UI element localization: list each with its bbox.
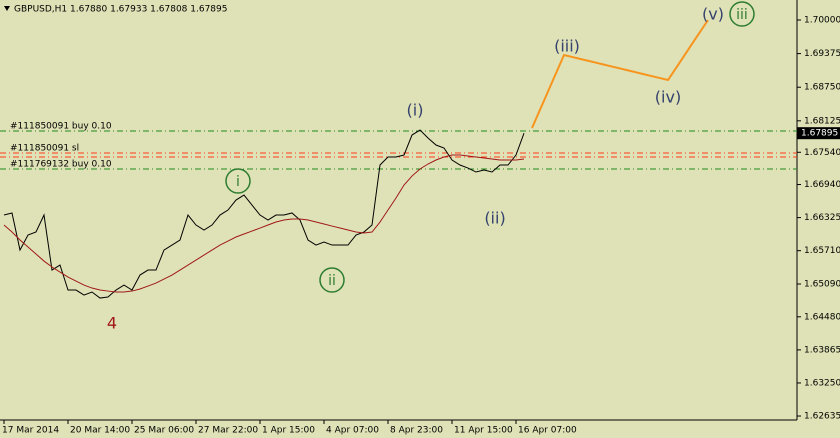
y-tick-label: 1.65090 (804, 280, 840, 290)
y-tick-label: 1.62635 (804, 412, 840, 422)
x-tick-label: 4 Apr 07:00 (326, 426, 379, 436)
y-tick-label: 1.68750 (804, 83, 840, 93)
wave-circle (225, 168, 251, 194)
y-tick-label: 1.64480 (804, 312, 840, 322)
wave-label: ii (328, 273, 336, 289)
wave-label: (iv) (655, 88, 681, 107)
x-tick-label: 27 Mar 22:00 (198, 426, 258, 436)
order-label: #111769132 buy 0.10 (10, 160, 112, 170)
wave-circle (319, 267, 345, 293)
y-tick-label: 1.66940 (804, 180, 840, 190)
y-tick-label: 1.63865 (804, 345, 840, 355)
y-tick-label: 1.65710 (804, 246, 840, 256)
y-tick-label: 1.67540 (804, 148, 840, 158)
x-tick-label: 20 Mar 14:00 (70, 426, 130, 436)
wave-label: i (236, 174, 240, 190)
price-line (3, 154, 525, 293)
wave-label: (v) (702, 5, 724, 24)
y-tick-label: 1.66325 (804, 213, 840, 223)
wave-label: (ii) (484, 209, 505, 228)
y-tick-label: 1.63250 (804, 378, 840, 388)
price-tag (797, 127, 840, 140)
x-tick-label: 25 Mar 06:00 (134, 426, 194, 436)
y-tick-label: 1.70000 (804, 16, 840, 26)
x-tick-label: 8 Apr 23:00 (390, 426, 443, 436)
y-tick-label: 1.69375 (804, 49, 840, 59)
chart-title: GBPUSD,H1 1.67880 1.67933 1.67808 1.6789… (14, 5, 227, 15)
wave-circle (729, 1, 755, 27)
price-tag-label: 1.67895 (801, 129, 838, 139)
y-tick-label: 1.68125 (804, 116, 840, 126)
wave-label: (i) (407, 101, 424, 120)
x-tick-label: 1 Apr 15:00 (262, 426, 315, 436)
order-label: #111850091 sl (10, 144, 79, 154)
wave-label: 4 (107, 314, 117, 333)
price-line (3, 129, 525, 299)
x-tick-label: 16 Apr 07:00 (518, 426, 577, 436)
menu-triangle (4, 6, 10, 11)
wave-label: iii (736, 7, 748, 23)
x-tick-label: 17 Mar 2014 (2, 426, 59, 436)
order-label: #111850091 buy 0.10 (10, 122, 112, 132)
price-line (531, 19, 709, 129)
x-tick-label: 11 Apr 15:00 (454, 426, 513, 436)
wave-label: (iii) (554, 37, 580, 56)
